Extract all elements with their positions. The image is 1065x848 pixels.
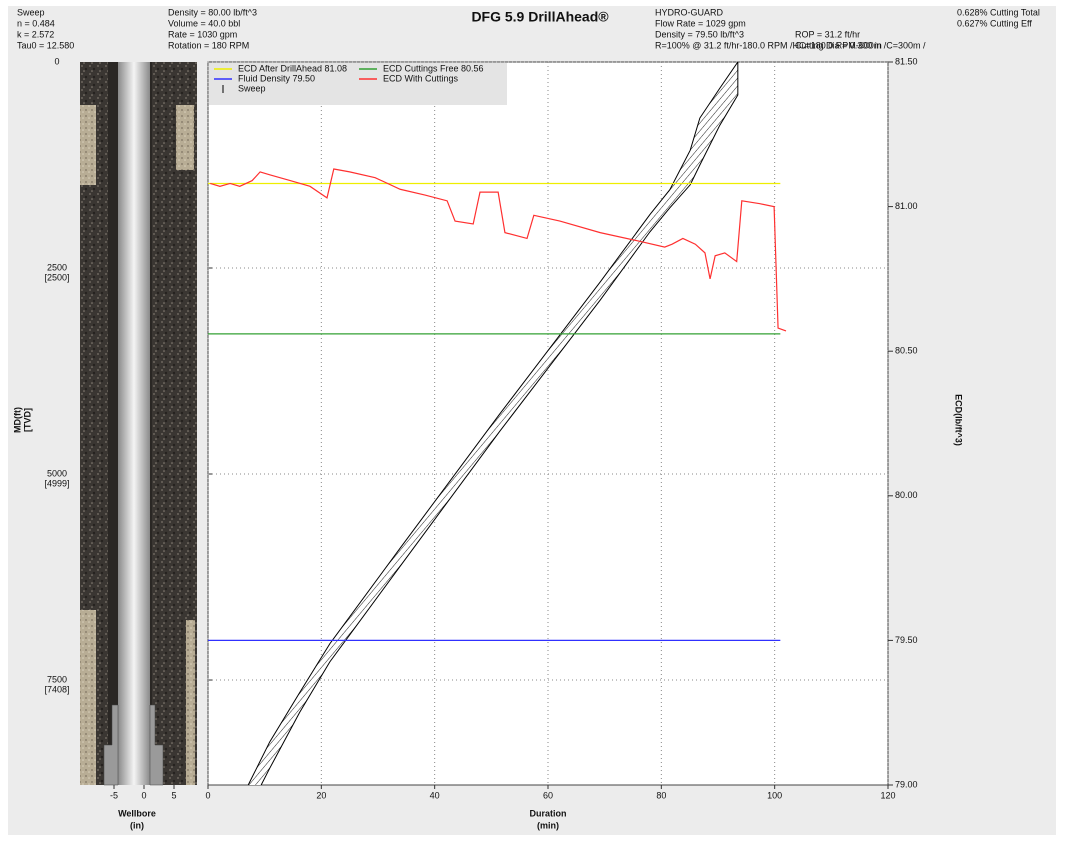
wellbore-label: Wellbore [118,808,156,818]
wellbore-drawing [80,62,197,785]
header-text: Density = 79.50 lb/ft^3 [655,29,744,39]
wellbore-unit: (in) [130,820,144,830]
x-axis-title: Duration [530,808,567,818]
y-axis-title-tvd: [TVD] [22,408,32,432]
wellbore-tick-label: 0 [141,790,146,800]
header-text: R=100% @ 31.2 ft/hr-180.0 RPM /HC=180.0 … [655,40,926,50]
header-text: n = 0.484 [17,18,55,28]
header-text: 0.628% Cutting Total [957,7,1040,17]
y2-tick-label: 81.00 [895,201,918,211]
header-text: ROP = 31.2 ft/hr [795,29,860,39]
y-tick-label: 7500 [47,674,67,684]
x-tick-label: 0 [205,790,210,800]
legend-label: Fluid Density 79.50 [238,73,315,83]
y-tick-tvd-label: [4999] [44,478,69,488]
legend-label: ECD With Cuttings [383,73,459,83]
y-tick-label: 5000 [47,468,67,478]
header-text: Rotation = 180 RPM [168,40,249,50]
wellbore-tick-label: 5 [171,790,176,800]
chart-title: DFG 5.9 DrillAhead® [471,9,609,25]
legend-label: ECD Cuttings Free 80.56 [383,63,484,73]
header-text: HYDRO-GUARD [655,7,724,17]
header-text: k = 2.572 [17,29,54,39]
y-tick-tvd-label: [7408] [44,684,69,694]
wellbore-tick-label: -5 [110,790,118,800]
y2-tick-label: 80.00 [895,490,918,500]
header-text: Volume = 40.0 bbl [168,18,240,28]
y-tick-tvd-label: [2500] [44,272,69,282]
x-axis-unit: (min) [537,820,559,830]
x-tick-label: 120 [880,790,895,800]
header-text: Density = 80.00 lb/ft^3 [168,7,257,17]
x-tick-label: 80 [656,790,666,800]
header-text: Cutting Dia = 0.300 in [795,40,882,50]
header-text: Rate = 1030 gpm [168,29,237,39]
y2-axis-title: ECD(lb/ft^3) [954,394,964,446]
y-tick-label: 0 [54,56,59,66]
x-tick-label: 40 [430,790,440,800]
y2-tick-label: 79.50 [895,635,918,645]
y2-tick-label: 80.50 [895,346,918,356]
header-text: Flow Rate = 1029 gpm [655,18,746,28]
y2-tick-label: 81.50 [895,56,918,66]
x-tick-label: 60 [543,790,553,800]
y-tick-label: 2500 [47,262,67,272]
legend-label: ECD After DrillAhead 81.08 [238,63,347,73]
x-tick-label: 20 [316,790,326,800]
header-text: 0.627% Cutting Eff [957,18,1032,28]
y2-tick-label: 79.00 [895,779,918,789]
y-axis-title: MD(ft) [12,407,22,433]
header-text: Sweep [17,7,45,17]
screenshot: DFG 5.9 DrillAhead® Wellbore (in) Durati… [0,0,1065,843]
header-text: Tau0 = 12.580 [17,40,74,50]
legend-label: Sweep [238,83,266,93]
x-tick-label: 100 [767,790,782,800]
